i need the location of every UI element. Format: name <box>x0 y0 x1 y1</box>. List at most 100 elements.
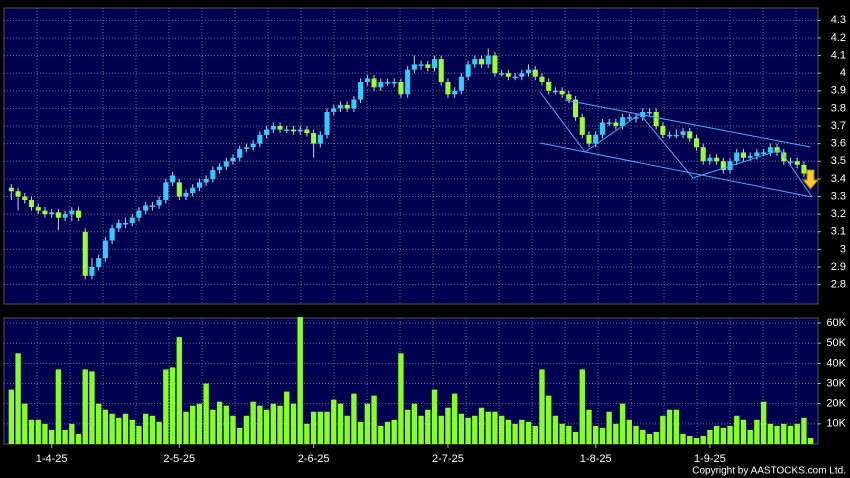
candle-body <box>223 161 229 167</box>
volume-bar <box>270 403 276 444</box>
x-tick-label: 1-4-25 <box>36 453 68 465</box>
candle-body <box>445 82 451 95</box>
candle-body <box>673 134 679 137</box>
y-tick-label: 30K <box>826 377 846 389</box>
volume-bar <box>203 383 209 444</box>
y-tick-label: 4 <box>840 67 846 79</box>
candle-body <box>102 240 108 259</box>
candle-body <box>230 157 236 162</box>
candle-body <box>438 59 444 82</box>
candle-body <box>519 73 525 77</box>
candle-body <box>478 59 485 65</box>
candle-body <box>613 122 619 127</box>
candle-body <box>747 156 753 158</box>
candle-body <box>599 122 605 135</box>
candle-body <box>546 82 552 91</box>
y-tick-label: 3.5 <box>831 155 846 167</box>
volume-bar <box>337 403 344 444</box>
volume-bar <box>163 369 169 444</box>
volume-bar <box>606 411 612 444</box>
candle-body <box>660 126 666 135</box>
signal-arrow <box>801 169 820 190</box>
candle-body <box>405 69 411 95</box>
candle-body <box>398 82 404 95</box>
volume-bar <box>411 403 418 444</box>
volume-bar <box>69 423 75 444</box>
candle-body <box>626 117 632 119</box>
trend-channel <box>539 91 813 198</box>
candle-body <box>680 131 686 135</box>
price-panel <box>3 7 819 305</box>
volume-bar <box>28 419 35 444</box>
candle-body <box>512 76 518 79</box>
y-tick-label: 60K <box>826 317 846 329</box>
candle-body <box>499 73 505 75</box>
candle-body <box>559 90 565 95</box>
volume-bar <box>713 425 720 444</box>
volume-bar <box>552 415 559 444</box>
volume-bar <box>391 419 397 444</box>
volume-bar <box>754 419 760 444</box>
volume-bar <box>136 425 142 444</box>
volume-panel <box>3 317 819 445</box>
candle-body <box>149 205 155 207</box>
volume-bar <box>48 429 55 444</box>
volume-bar <box>546 395 552 444</box>
volume-bar <box>646 433 653 444</box>
volume-bar <box>384 421 391 444</box>
volume-bar <box>237 427 243 444</box>
y-tick-label: 40K <box>826 357 846 369</box>
volume-bar <box>357 421 364 444</box>
volume-bar <box>116 417 122 444</box>
volume-bar <box>566 425 572 444</box>
y-tick-label: 2.8 <box>831 279 846 291</box>
candle-body <box>371 78 377 88</box>
candle-body <box>8 187 14 192</box>
volume-bar <box>55 369 62 444</box>
candle-body <box>646 111 652 114</box>
candle-body <box>317 134 323 144</box>
volume-bar <box>331 399 337 444</box>
x-tick-label: 2-6-25 <box>298 453 330 465</box>
candle-body <box>82 231 88 276</box>
y-tick-label: 20K <box>826 398 846 410</box>
candle-body <box>714 157 720 162</box>
volume-bar <box>747 429 753 444</box>
volume-bar <box>8 389 15 444</box>
candle-body <box>532 69 538 77</box>
candle-body <box>156 200 162 206</box>
volume-bar <box>438 415 444 444</box>
volume-bar <box>243 415 250 444</box>
volume-bar <box>317 411 324 444</box>
volume-bar <box>539 369 545 444</box>
candle-body <box>687 131 693 139</box>
y-tick-label: 4.2 <box>831 32 846 44</box>
volume-bar <box>734 415 740 444</box>
volume-bar <box>465 417 471 444</box>
volume-bar <box>512 423 518 444</box>
volume-bar <box>196 403 203 444</box>
volume-bar <box>176 337 182 444</box>
volume-bar <box>102 409 109 444</box>
candle-body <box>485 55 491 65</box>
volume-bar <box>183 411 189 444</box>
candle-body <box>593 134 599 144</box>
volume-bar <box>351 393 357 444</box>
volume-bar <box>216 401 223 444</box>
copyright: Copyright by AASTOCKS.com Ltd. <box>692 466 846 477</box>
candle-body <box>452 90 458 95</box>
volume-bar <box>310 411 317 444</box>
candle-body <box>351 99 357 109</box>
volume-bar <box>559 423 565 444</box>
volume-bar <box>95 403 102 444</box>
volume-bar <box>82 369 88 444</box>
volume-bar <box>640 429 646 444</box>
volume-bar <box>485 411 491 444</box>
candle-body <box>270 126 276 130</box>
candle-body <box>774 147 780 153</box>
volume-bar <box>693 437 700 444</box>
candle-body <box>109 228 115 241</box>
volume-bar <box>680 433 686 444</box>
volume-bar <box>807 437 814 444</box>
volume-bar <box>794 423 800 444</box>
